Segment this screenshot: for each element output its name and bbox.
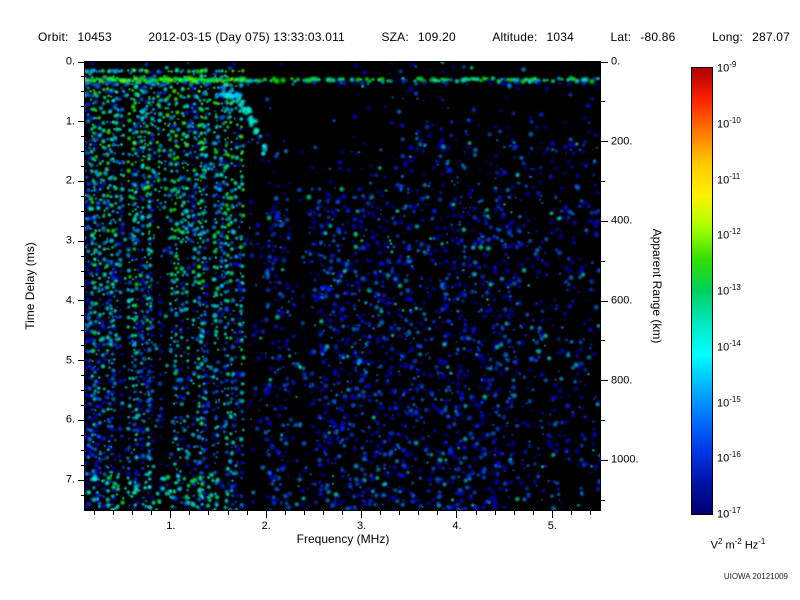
orbit-field: Orbit: 10453 bbox=[38, 30, 112, 44]
x-axis-minor-tick bbox=[513, 511, 515, 515]
y-axis-tick-label: 0. bbox=[65, 55, 75, 68]
colorbar bbox=[691, 67, 713, 515]
header-metadata: Orbit: 10453 2012-03-15 (Day 075) 13:33:0… bbox=[38, 30, 790, 44]
y2-axis-minor-tick bbox=[601, 181, 605, 183]
y2-axis-major-tick bbox=[601, 300, 608, 302]
x-axis-minor-tick bbox=[570, 511, 572, 515]
x-axis-major-tick bbox=[551, 511, 553, 518]
y-axis-tick-label: 1. bbox=[65, 115, 75, 128]
x-axis-minor-tick bbox=[227, 511, 229, 515]
y-axis-tick-label: 2. bbox=[65, 174, 75, 187]
colorbar-tick-label: 10-15 bbox=[717, 394, 741, 410]
x-axis-minor-tick bbox=[303, 511, 305, 515]
orbit-value: 10453 bbox=[77, 30, 112, 44]
y2-axis-major-tick bbox=[601, 220, 608, 222]
x-axis-minor-tick bbox=[94, 511, 96, 515]
colorbar-tick-label: 10-13 bbox=[717, 282, 741, 298]
x-axis-major-tick bbox=[361, 511, 363, 518]
latitude-field: Lat: -80.86 bbox=[611, 30, 676, 44]
x-axis-tick-label: 3. bbox=[356, 520, 367, 532]
y2-axis-minor-tick bbox=[601, 340, 605, 342]
x-axis-major-tick bbox=[265, 511, 267, 518]
x-axis-minor-tick bbox=[475, 511, 477, 515]
longitude-label: Long: bbox=[712, 30, 744, 44]
sza-value: 109.20 bbox=[417, 30, 456, 44]
y-axis-tick-label: 4. bbox=[65, 294, 75, 307]
y2-axis-major-tick bbox=[601, 459, 608, 461]
x-axis-minor-tick bbox=[246, 511, 248, 515]
colorbar-unit-label: V2 m-2 Hz-1 bbox=[710, 537, 766, 552]
x-axis-minor-tick bbox=[284, 511, 286, 515]
x-axis-minor-tick bbox=[494, 511, 496, 515]
y2-axis-tick-label: 400. bbox=[611, 214, 633, 227]
x-axis-minor-tick bbox=[151, 511, 153, 515]
x-axis-major-tick bbox=[170, 511, 172, 518]
y-axis-title: Time Delay (ms) bbox=[23, 242, 37, 330]
y2-axis-minor-tick bbox=[601, 499, 605, 501]
colorbar-tick-label: 10-10 bbox=[717, 115, 741, 131]
y2-axis-tick-label: 600. bbox=[611, 294, 633, 307]
colorbar-tick-label: 10-11 bbox=[717, 171, 741, 187]
y2-axis-minor-tick bbox=[601, 420, 605, 422]
x-axis-minor-tick bbox=[342, 511, 343, 515]
y-axis-tick-label: 6. bbox=[65, 413, 75, 426]
x-axis-major-tick bbox=[456, 511, 458, 518]
y2-axis-minor-tick bbox=[601, 260, 605, 262]
colorbar-tick-label: 10-14 bbox=[717, 338, 741, 354]
datetime-field: 2012-03-15 (Day 075) 13:33:03.011 bbox=[148, 30, 345, 44]
y2-axis-major-tick bbox=[601, 61, 608, 63]
y2-axis-minor-tick bbox=[601, 101, 605, 103]
y-axis-tick-label: 5. bbox=[65, 354, 75, 367]
y2-axis-tick-label: 0. bbox=[611, 55, 621, 68]
y2-axis-tick-label: 200. bbox=[611, 135, 633, 148]
credit-text: UIOWA 20121009 bbox=[723, 572, 788, 581]
x-axis-minor-tick bbox=[437, 511, 439, 515]
orbit-label: Orbit: bbox=[38, 30, 69, 44]
x-axis-minor-tick bbox=[418, 511, 420, 515]
altitude-field: Altitude: 1034 bbox=[492, 30, 574, 44]
colorbar-tick-label: 10-9 bbox=[717, 59, 737, 75]
sza-field: SZA: 109.20 bbox=[381, 30, 455, 44]
x-axis-minor-tick bbox=[380, 511, 382, 515]
sza-label: SZA: bbox=[381, 30, 409, 44]
spectrogram-canvas bbox=[85, 62, 600, 510]
altitude-label: Altitude: bbox=[492, 30, 538, 44]
x-axis-minor-tick bbox=[532, 511, 534, 515]
longitude-value: 287.07 bbox=[752, 30, 790, 44]
x-axis-title: Frequency (MHz) bbox=[296, 532, 390, 546]
colorbar-tick-label: 10-16 bbox=[717, 450, 741, 465]
x-axis-tick-label: 1. bbox=[166, 520, 176, 532]
x-axis-minor-tick bbox=[322, 511, 324, 515]
latitude-value: -80.86 bbox=[640, 30, 676, 44]
x-axis-minor-tick bbox=[132, 511, 134, 515]
datetime-value: 2012-03-15 (Day 075) 13:33:03.011 bbox=[148, 30, 345, 44]
altitude-value: 1034 bbox=[546, 30, 574, 44]
x-axis-minor-tick bbox=[399, 511, 401, 515]
x-axis-tick-label: 5. bbox=[547, 520, 557, 532]
y2-axis-title: Apparent Range (km) bbox=[650, 228, 664, 344]
x-axis-minor-tick bbox=[208, 511, 210, 515]
x-axis-minor-tick bbox=[189, 511, 191, 515]
y2-axis-tick-label: 800. bbox=[611, 374, 633, 387]
x-axis-minor-tick bbox=[589, 511, 591, 515]
y-axis-tick-label: 3. bbox=[65, 234, 75, 247]
plot-frame bbox=[84, 61, 601, 511]
x-axis-tick-label: 2. bbox=[261, 520, 271, 532]
y2-axis-major-tick bbox=[601, 380, 608, 382]
y2-axis-tick-label: 1000. bbox=[611, 453, 639, 466]
y-axis-tick-label: 7. bbox=[65, 473, 75, 486]
x-axis-tick-label: 4. bbox=[452, 520, 462, 532]
y2-axis-major-tick bbox=[601, 141, 608, 143]
colorbar-tick-label: 10-17 bbox=[717, 505, 741, 521]
longitude-field: Long: 287.07 bbox=[712, 30, 790, 44]
latitude-label: Lat: bbox=[610, 30, 632, 44]
x-axis-minor-tick bbox=[113, 511, 115, 515]
colorbar-tick-label: 10-12 bbox=[717, 227, 741, 242]
